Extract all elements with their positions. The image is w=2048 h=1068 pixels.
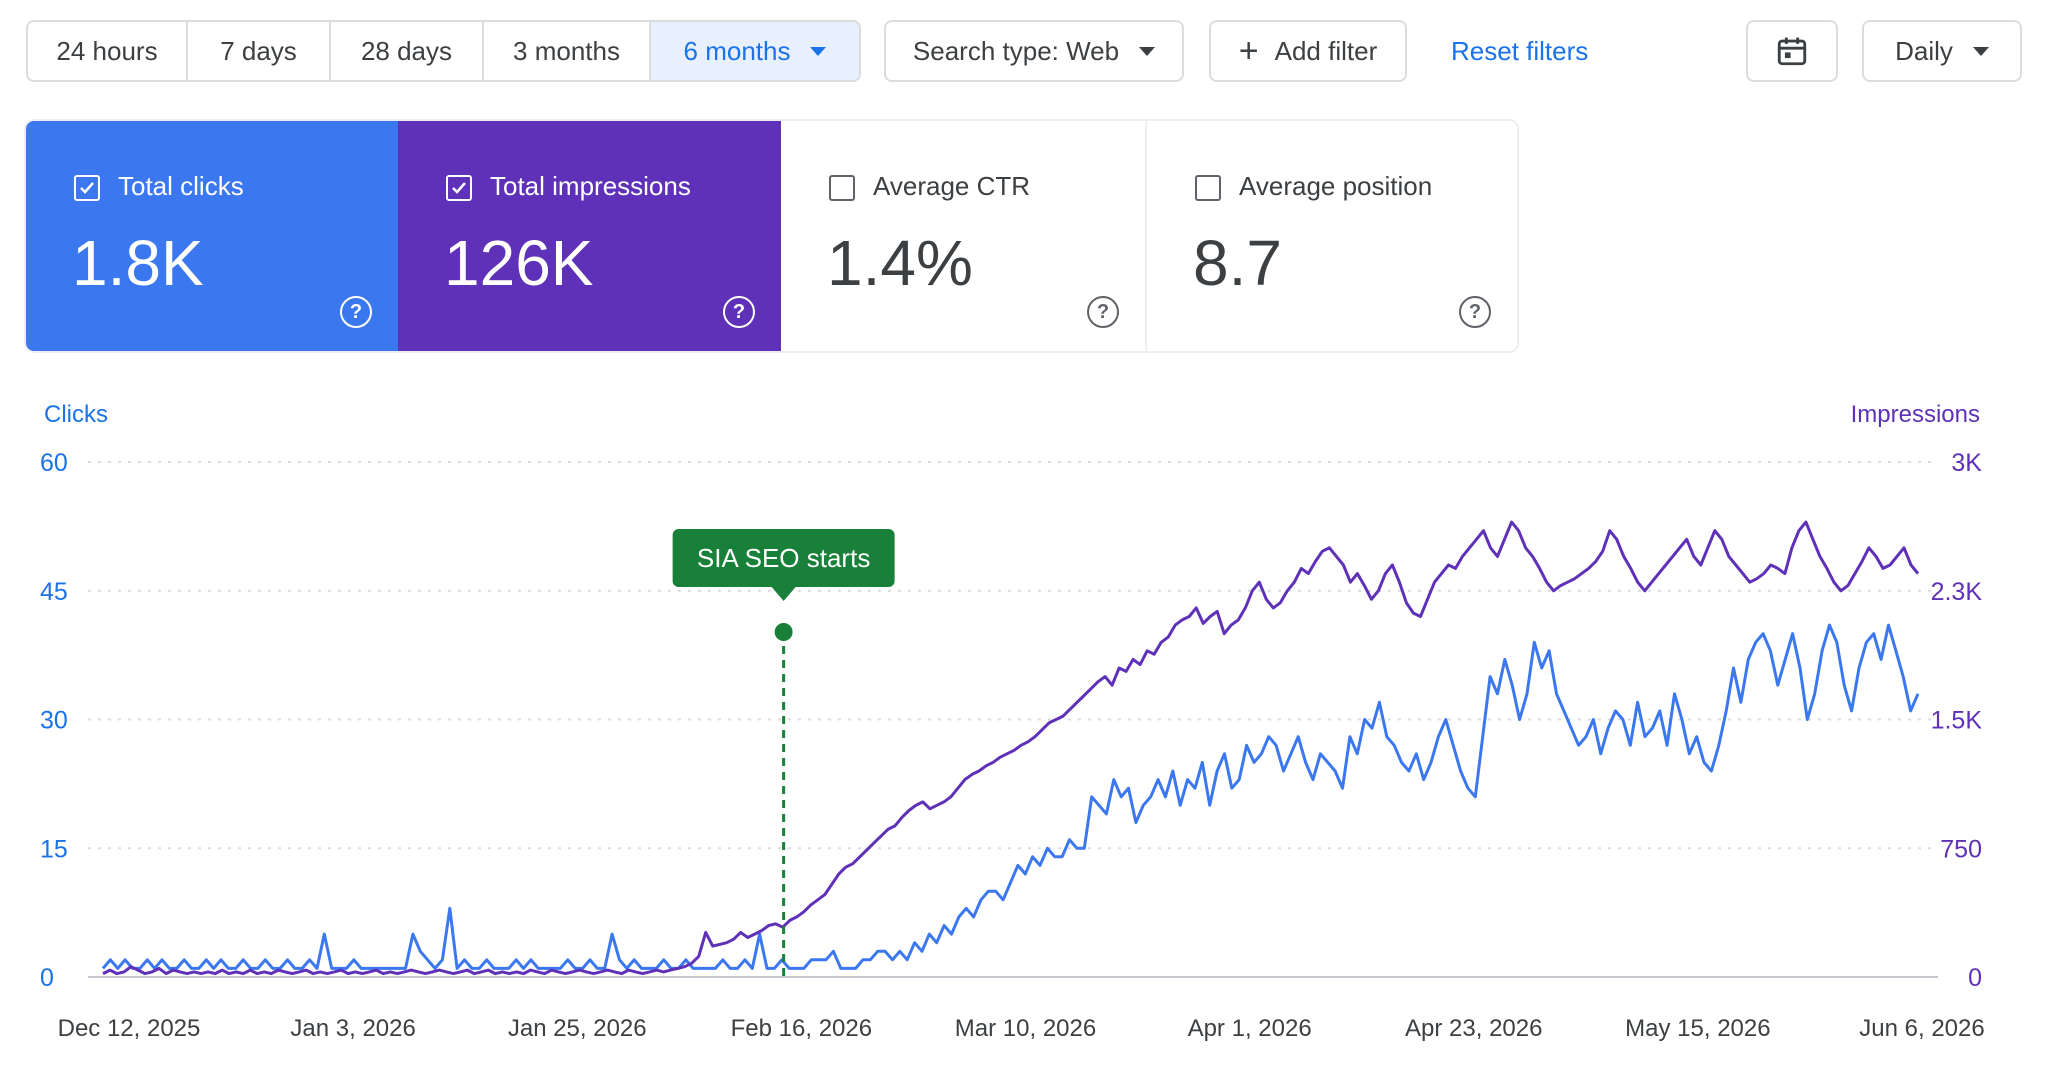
x-tick-label: Feb 16, 2026 <box>731 1015 872 1042</box>
chevron-down-icon <box>810 46 827 56</box>
left-tick-label: 30 <box>40 707 68 735</box>
granularity-label: Daily <box>1895 35 1953 66</box>
x-tick-label: Mar 10, 2026 <box>955 1015 1096 1042</box>
left-axis-title: Clicks <box>44 401 108 428</box>
checkbox-checked-icon <box>74 175 100 201</box>
performance-chart: Clicks Impressions 0 0 15 750 30 1.5K 45 2.3K 60 3K… <box>40 401 1985 1042</box>
help-icon[interactable]: ? <box>340 296 372 328</box>
range-label: 7 days <box>220 35 297 66</box>
annotation-marker <box>774 623 793 641</box>
add-filter-button[interactable]: + Add filter <box>1209 20 1407 82</box>
right-tick-label: 1.5K <box>1931 707 1983 735</box>
metric-value: 8.7 <box>1193 227 1282 299</box>
calendar-icon <box>1777 37 1807 66</box>
metric-card-total-impressions[interactable]: Total impressions 126K ? <box>398 121 781 351</box>
x-tick-label: Jan 3, 2026 <box>290 1015 415 1042</box>
chevron-down-icon <box>1139 46 1156 56</box>
metric-card-average-position[interactable]: Average position 8.7 ? <box>1147 121 1517 351</box>
range-label: 3 months <box>513 35 620 66</box>
right-tick-label: 2.3K <box>1931 578 1983 606</box>
x-tick-label: Apr 23, 2026 <box>1405 1015 1542 1042</box>
metric-label: Total impressions <box>490 171 691 201</box>
left-tick-label: 15 <box>40 835 68 863</box>
plus-icon: + <box>1238 32 1259 70</box>
help-icon[interactable]: ? <box>1087 296 1119 328</box>
help-icon[interactable]: ? <box>1459 296 1491 328</box>
metric-label: Total clicks <box>118 171 244 201</box>
x-tick-label: Apr 1, 2026 <box>1188 1015 1312 1042</box>
checkbox-checked-icon <box>446 175 472 201</box>
annotation-box <box>672 529 895 587</box>
series-line-impressions <box>102 520 1920 976</box>
metric-value: 1.8K <box>72 227 204 299</box>
help-icon[interactable]: ? <box>723 296 755 328</box>
add-filter-label: Add filter <box>1274 35 1378 66</box>
search-type-dropdown[interactable]: Search type: Web <box>884 20 1184 82</box>
metric-label: Average position <box>1239 171 1433 201</box>
right-tick-label: 0 <box>1968 964 1982 992</box>
checkbox-unchecked-icon <box>1195 175 1221 201</box>
range-28-days-button[interactable]: 28 days <box>331 22 484 80</box>
right-tick-label: 3K <box>1951 449 1982 477</box>
metric-card-average-ctr[interactable]: Average CTR 1.4% ? <box>781 121 1147 351</box>
series-line-clicks <box>101 623 1920 970</box>
annotation-label: SIA SEO starts <box>697 543 870 573</box>
range-label: 24 hours <box>56 35 158 66</box>
annotation-pointer <box>771 587 796 601</box>
date-range-group: 24 hours 7 days 28 days 3 months 6 month… <box>26 20 861 82</box>
left-tick-label: 60 <box>40 449 68 477</box>
chevron-down-icon <box>1972 46 1989 56</box>
range-7-days-button[interactable]: 7 days <box>188 22 331 80</box>
metric-cards: Total clicks 1.8K ? Total impressions 12… <box>26 121 1517 351</box>
metric-value: 1.4% <box>827 227 973 299</box>
x-tick-label: Jun 6, 2026 <box>1859 1015 1984 1042</box>
range-24-hours-button[interactable]: 24 hours <box>28 22 188 80</box>
metric-value: 126K <box>444 227 594 299</box>
left-tick-label: 45 <box>40 578 68 606</box>
right-tick-label: 750 <box>1940 835 1982 863</box>
range-label: 28 days <box>360 35 453 66</box>
granularity-dropdown[interactable]: Daily <box>1862 20 2022 82</box>
toolbar: 24 hours 7 days 28 days 3 months 6 month… <box>26 20 2022 84</box>
range-6-months-dropdown[interactable]: 6 months <box>651 22 859 80</box>
reset-filters-link[interactable]: Reset filters <box>1451 35 1589 66</box>
range-label: 6 months <box>683 35 791 66</box>
calendar-button[interactable] <box>1746 20 1838 82</box>
metric-label: Average CTR <box>873 171 1031 201</box>
x-tick-label: May 15, 2026 <box>1625 1015 1770 1042</box>
right-axis-title: Impressions <box>1851 401 1980 428</box>
checkbox-unchecked-icon <box>829 175 855 201</box>
search-type-label: Search type: Web <box>912 35 1120 66</box>
metric-card-total-clicks[interactable]: Total clicks 1.8K ? <box>26 121 398 351</box>
x-tick-label: Jan 25, 2026 <box>508 1015 647 1042</box>
range-3-months-button[interactable]: 3 months <box>484 22 651 80</box>
x-tick-label: Dec 12, 2025 <box>58 1015 201 1042</box>
left-tick-label: 0 <box>40 964 54 992</box>
